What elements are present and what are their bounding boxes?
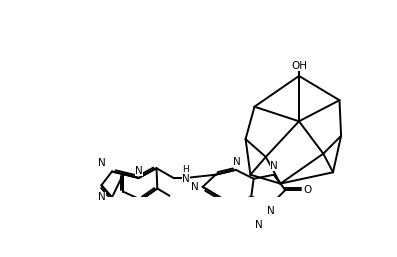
- Text: N: N: [182, 174, 189, 184]
- Text: N: N: [191, 182, 198, 192]
- Text: N: N: [98, 158, 106, 168]
- Text: O: O: [304, 185, 312, 195]
- Text: N: N: [270, 161, 278, 171]
- Text: N: N: [98, 192, 106, 203]
- Text: N: N: [267, 206, 275, 216]
- Text: N: N: [135, 166, 143, 176]
- Text: N: N: [233, 157, 241, 167]
- Text: H: H: [182, 165, 189, 174]
- Text: OH: OH: [291, 61, 307, 71]
- Text: N: N: [254, 220, 262, 230]
